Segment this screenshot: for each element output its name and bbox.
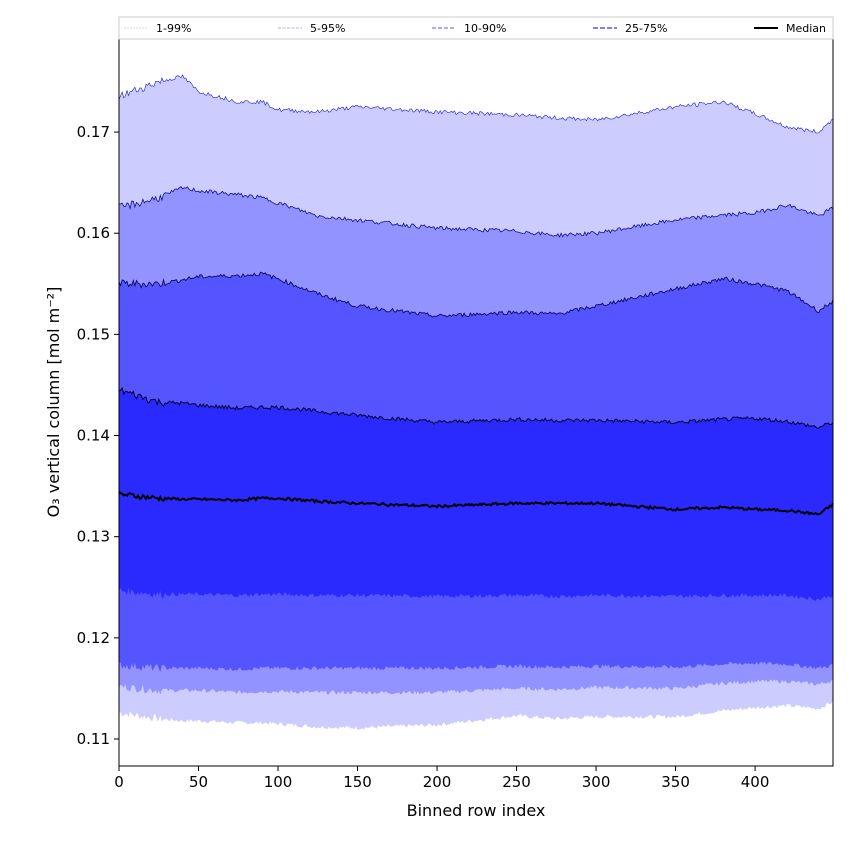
legend-label: 25-75% xyxy=(625,22,667,35)
x-tick-label: 400 xyxy=(741,773,770,791)
line-p95 xyxy=(118,186,834,238)
y-tick-label: 0.12 xyxy=(77,629,110,647)
x-axis: 0 50 100 150 200 250 300 350 400 xyxy=(114,766,769,791)
x-tick-label: 150 xyxy=(343,773,372,791)
x-tick-label: 0 xyxy=(114,773,124,791)
legend-label: 5-95% xyxy=(310,22,345,35)
x-axis-label: Binned row index xyxy=(407,801,546,820)
legend-label: Median xyxy=(786,22,826,35)
legend-label: 10-90% xyxy=(464,22,506,35)
line-p75 xyxy=(118,386,834,429)
line-p99 xyxy=(118,74,834,134)
y-tick-label: 0.14 xyxy=(77,427,110,445)
legend-box xyxy=(118,16,834,40)
x-tick-label: 300 xyxy=(582,773,611,791)
x-tick-label: 50 xyxy=(189,773,208,791)
x-tick-label: 250 xyxy=(502,773,531,791)
x-tick-label: 100 xyxy=(264,773,293,791)
legend-item-5-95pct: 5-95% xyxy=(278,22,345,35)
y-tick-label: 0.16 xyxy=(77,224,110,242)
x-tick-label: 350 xyxy=(661,773,690,791)
legend-item-10-90pct: 10-90% xyxy=(432,22,506,35)
legend-item-25-75pct: 25-75% xyxy=(593,22,667,35)
y-tick-label: 0.11 xyxy=(77,730,110,748)
legend-item-1-99pct: 1-99% xyxy=(124,22,191,35)
x-tick-label: 200 xyxy=(423,773,452,791)
band-25-75 xyxy=(119,388,833,601)
line-p90 xyxy=(118,271,834,318)
bands xyxy=(119,74,833,730)
y-axis: 0.11 0.12 0.13 0.14 0.15 0.16 0.17 xyxy=(77,123,119,748)
series-lines xyxy=(118,74,834,516)
y-axis-label: O₃ vertical column [mol m⁻²] xyxy=(44,287,63,518)
legend-label: 1-99% xyxy=(156,22,191,35)
line-median xyxy=(118,490,834,516)
y-tick-label: 0.17 xyxy=(77,123,110,141)
legend-item-median: Median xyxy=(754,22,826,35)
legend: 1-99% 5-95% 10-90% 25-75% Median xyxy=(118,16,834,40)
y-tick-label: 0.15 xyxy=(77,325,110,343)
y-tick-label: 0.13 xyxy=(77,528,110,546)
